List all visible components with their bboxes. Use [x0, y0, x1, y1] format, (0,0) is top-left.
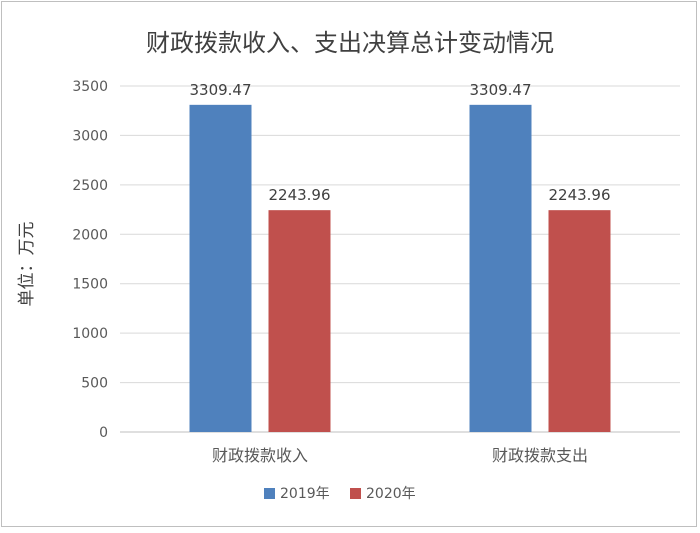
- x-tick-label: 财政拨款收入: [212, 446, 308, 465]
- legend-swatch: [264, 488, 275, 499]
- y-tick-label: 0: [99, 425, 108, 441]
- x-tick-labels: 财政拨款收入 财政拨款支出: [212, 446, 588, 465]
- bar: [268, 210, 331, 432]
- legend-swatch: [350, 488, 361, 499]
- chart-title: 财政拨款收入、支出决算总计变动情况: [146, 29, 554, 57]
- legend-label: 2020年: [366, 486, 416, 502]
- y-tick-label: 2500: [72, 178, 108, 194]
- legend-label: 2019年: [280, 486, 330, 502]
- bars: [189, 104, 611, 432]
- x-tick-label: 财政拨款支出: [492, 446, 588, 465]
- data-label: 2243.96: [548, 186, 610, 204]
- bar: [469, 104, 532, 432]
- bar: [189, 104, 252, 432]
- data-label: 3309.47: [189, 81, 251, 99]
- y-tick-label: 1000: [72, 326, 108, 342]
- y-tick-label: 3000: [72, 128, 108, 144]
- data-label: 3309.47: [469, 81, 531, 99]
- bar: [548, 210, 611, 432]
- y-tick-labels: 0 500 1000 1500 2000 2500 3000 3500: [72, 79, 108, 441]
- y-tick-label: 500: [81, 376, 108, 392]
- legend: 2019年 2020年: [264, 486, 416, 502]
- data-label: 2243.96: [268, 186, 330, 204]
- y-tick-label: 2000: [72, 227, 108, 243]
- y-tick-label: 1500: [72, 277, 108, 293]
- data-labels: 3309.47 2243.96 3309.47 2243.96: [189, 81, 610, 204]
- y-tick-label: 3500: [72, 79, 108, 95]
- y-axis-label: 单位：万元: [17, 222, 37, 307]
